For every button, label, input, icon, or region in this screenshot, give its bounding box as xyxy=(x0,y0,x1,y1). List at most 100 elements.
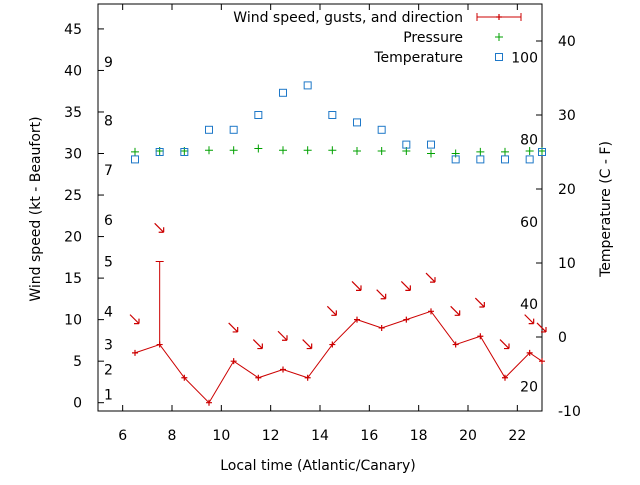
y2-tick-label: 30 xyxy=(558,108,576,124)
wind-direction-arrow xyxy=(524,314,535,325)
wind-point xyxy=(132,349,138,356)
temperature-point xyxy=(476,155,485,164)
wind-point xyxy=(428,308,434,315)
wind-direction-arrow xyxy=(400,280,411,292)
temperature-point xyxy=(131,155,139,164)
temperature-point xyxy=(402,140,411,149)
temperature-point xyxy=(501,155,509,164)
beaufort-label: 9 xyxy=(104,55,113,71)
wind-direction-arrow xyxy=(376,289,387,300)
x-tick-label: 6 xyxy=(118,428,127,444)
wind-point xyxy=(477,333,484,340)
x-tick-label: 16 xyxy=(360,428,378,444)
pressure-point xyxy=(501,147,509,156)
y2-tick-label: 20 xyxy=(558,182,576,198)
wind-direction-arrow xyxy=(277,330,288,341)
legend-swatch-pressure xyxy=(495,33,503,41)
y-tick-label: 45 xyxy=(64,22,82,38)
beaufort-label: 6 xyxy=(104,213,113,229)
fahrenheit-label: 20 xyxy=(520,379,538,395)
temperature-point xyxy=(377,125,386,134)
fahrenheit-label: 100 xyxy=(511,50,538,66)
plot-frame xyxy=(97,3,543,412)
beaufort-label: 1 xyxy=(104,387,113,403)
x-axis-label: Local time (Atlantic/Canary) xyxy=(220,458,416,474)
y-tick-label: 30 xyxy=(64,147,82,163)
wind-point xyxy=(403,316,410,323)
beaufort-label: 7 xyxy=(104,163,113,179)
wind-point xyxy=(539,358,545,365)
fahrenheit-label: 60 xyxy=(520,215,538,231)
wind-direction-arrow xyxy=(351,280,362,292)
x-tick-label: 12 xyxy=(262,428,280,444)
temperature-point xyxy=(427,140,435,149)
temperature-point xyxy=(180,148,189,156)
temperature-point xyxy=(538,148,546,156)
wind-direction-arrow xyxy=(499,339,510,350)
ticks-layer: 6 8 10 12 14 16 18 20 22051015202530354045-10010… xyxy=(64,4,581,444)
y-tick-label: 20 xyxy=(64,230,82,246)
x-tick-label: 20 xyxy=(459,428,477,444)
wind-direction-arrow xyxy=(536,322,547,333)
y-tick-label: 40 xyxy=(64,63,82,79)
wind-point xyxy=(181,374,188,381)
y2-tick-label: 0 xyxy=(558,330,567,346)
y2-tick-label: 40 xyxy=(558,34,576,50)
y-tick-label: 25 xyxy=(64,188,82,204)
beaufort-label: 5 xyxy=(104,254,113,270)
temperature-point xyxy=(155,148,164,156)
x-tick-label: 8 xyxy=(168,428,177,444)
x-tick-label: 10 xyxy=(212,428,230,444)
y2-tick-label: 10 xyxy=(558,256,576,272)
wind-direction-arrow xyxy=(326,305,337,316)
temperature-point xyxy=(303,81,312,90)
beaufort-label: 3 xyxy=(104,338,113,354)
beaufort-label: 8 xyxy=(104,113,113,129)
temperature-point xyxy=(254,111,263,119)
wind-point xyxy=(354,316,360,323)
wind-point xyxy=(304,374,311,381)
legend-label-wind: Wind speed, gusts, and direction xyxy=(233,10,463,26)
wind-point xyxy=(230,358,237,365)
pressure-point xyxy=(377,147,386,156)
pressure-point xyxy=(303,146,312,155)
wind-point xyxy=(280,366,286,373)
temperature-point xyxy=(328,111,337,119)
temperature-point xyxy=(229,125,238,134)
wind-point xyxy=(329,341,336,348)
pressure-point xyxy=(229,146,238,155)
legend: Wind speed, gusts, and direction Pressur… xyxy=(233,10,522,66)
pressure-point xyxy=(205,146,213,155)
pressure-point xyxy=(353,147,361,156)
temperature-point xyxy=(279,88,287,97)
pressure-point xyxy=(525,147,534,156)
wind-point xyxy=(502,374,508,381)
temperature-point xyxy=(451,155,460,164)
wind-direction-arrow xyxy=(474,297,485,308)
wind-direction-arrow xyxy=(252,339,263,350)
wind-point xyxy=(255,374,262,381)
y2-axis-label: Temperature (C - F) xyxy=(598,141,614,278)
y-tick-label: 35 xyxy=(64,105,82,121)
legend-label-pressure: Pressure xyxy=(403,30,463,46)
legend-label-temperature: Temperature xyxy=(373,50,463,66)
y-tick-label: 15 xyxy=(64,271,82,287)
axes-layer xyxy=(97,3,543,412)
temperature-point xyxy=(525,155,534,164)
y-tick-label: 0 xyxy=(73,396,82,412)
wind-direction-arrow xyxy=(425,272,436,283)
pressure-point xyxy=(427,149,435,158)
legend-swatch-wind-marker xyxy=(496,14,502,20)
series-layer xyxy=(129,81,547,406)
pressure-point xyxy=(254,144,263,153)
beaufort-label: 4 xyxy=(104,304,113,320)
wind-direction-arrow xyxy=(129,314,140,325)
wind-direction-arrow xyxy=(302,339,313,350)
x-tick-label: 18 xyxy=(410,428,428,444)
x-tick-label: 14 xyxy=(311,428,329,444)
pressure-point xyxy=(476,147,485,156)
wind-direction-arrow xyxy=(450,305,461,316)
wind-direction-arrow xyxy=(228,322,239,333)
wind-point xyxy=(452,341,459,348)
